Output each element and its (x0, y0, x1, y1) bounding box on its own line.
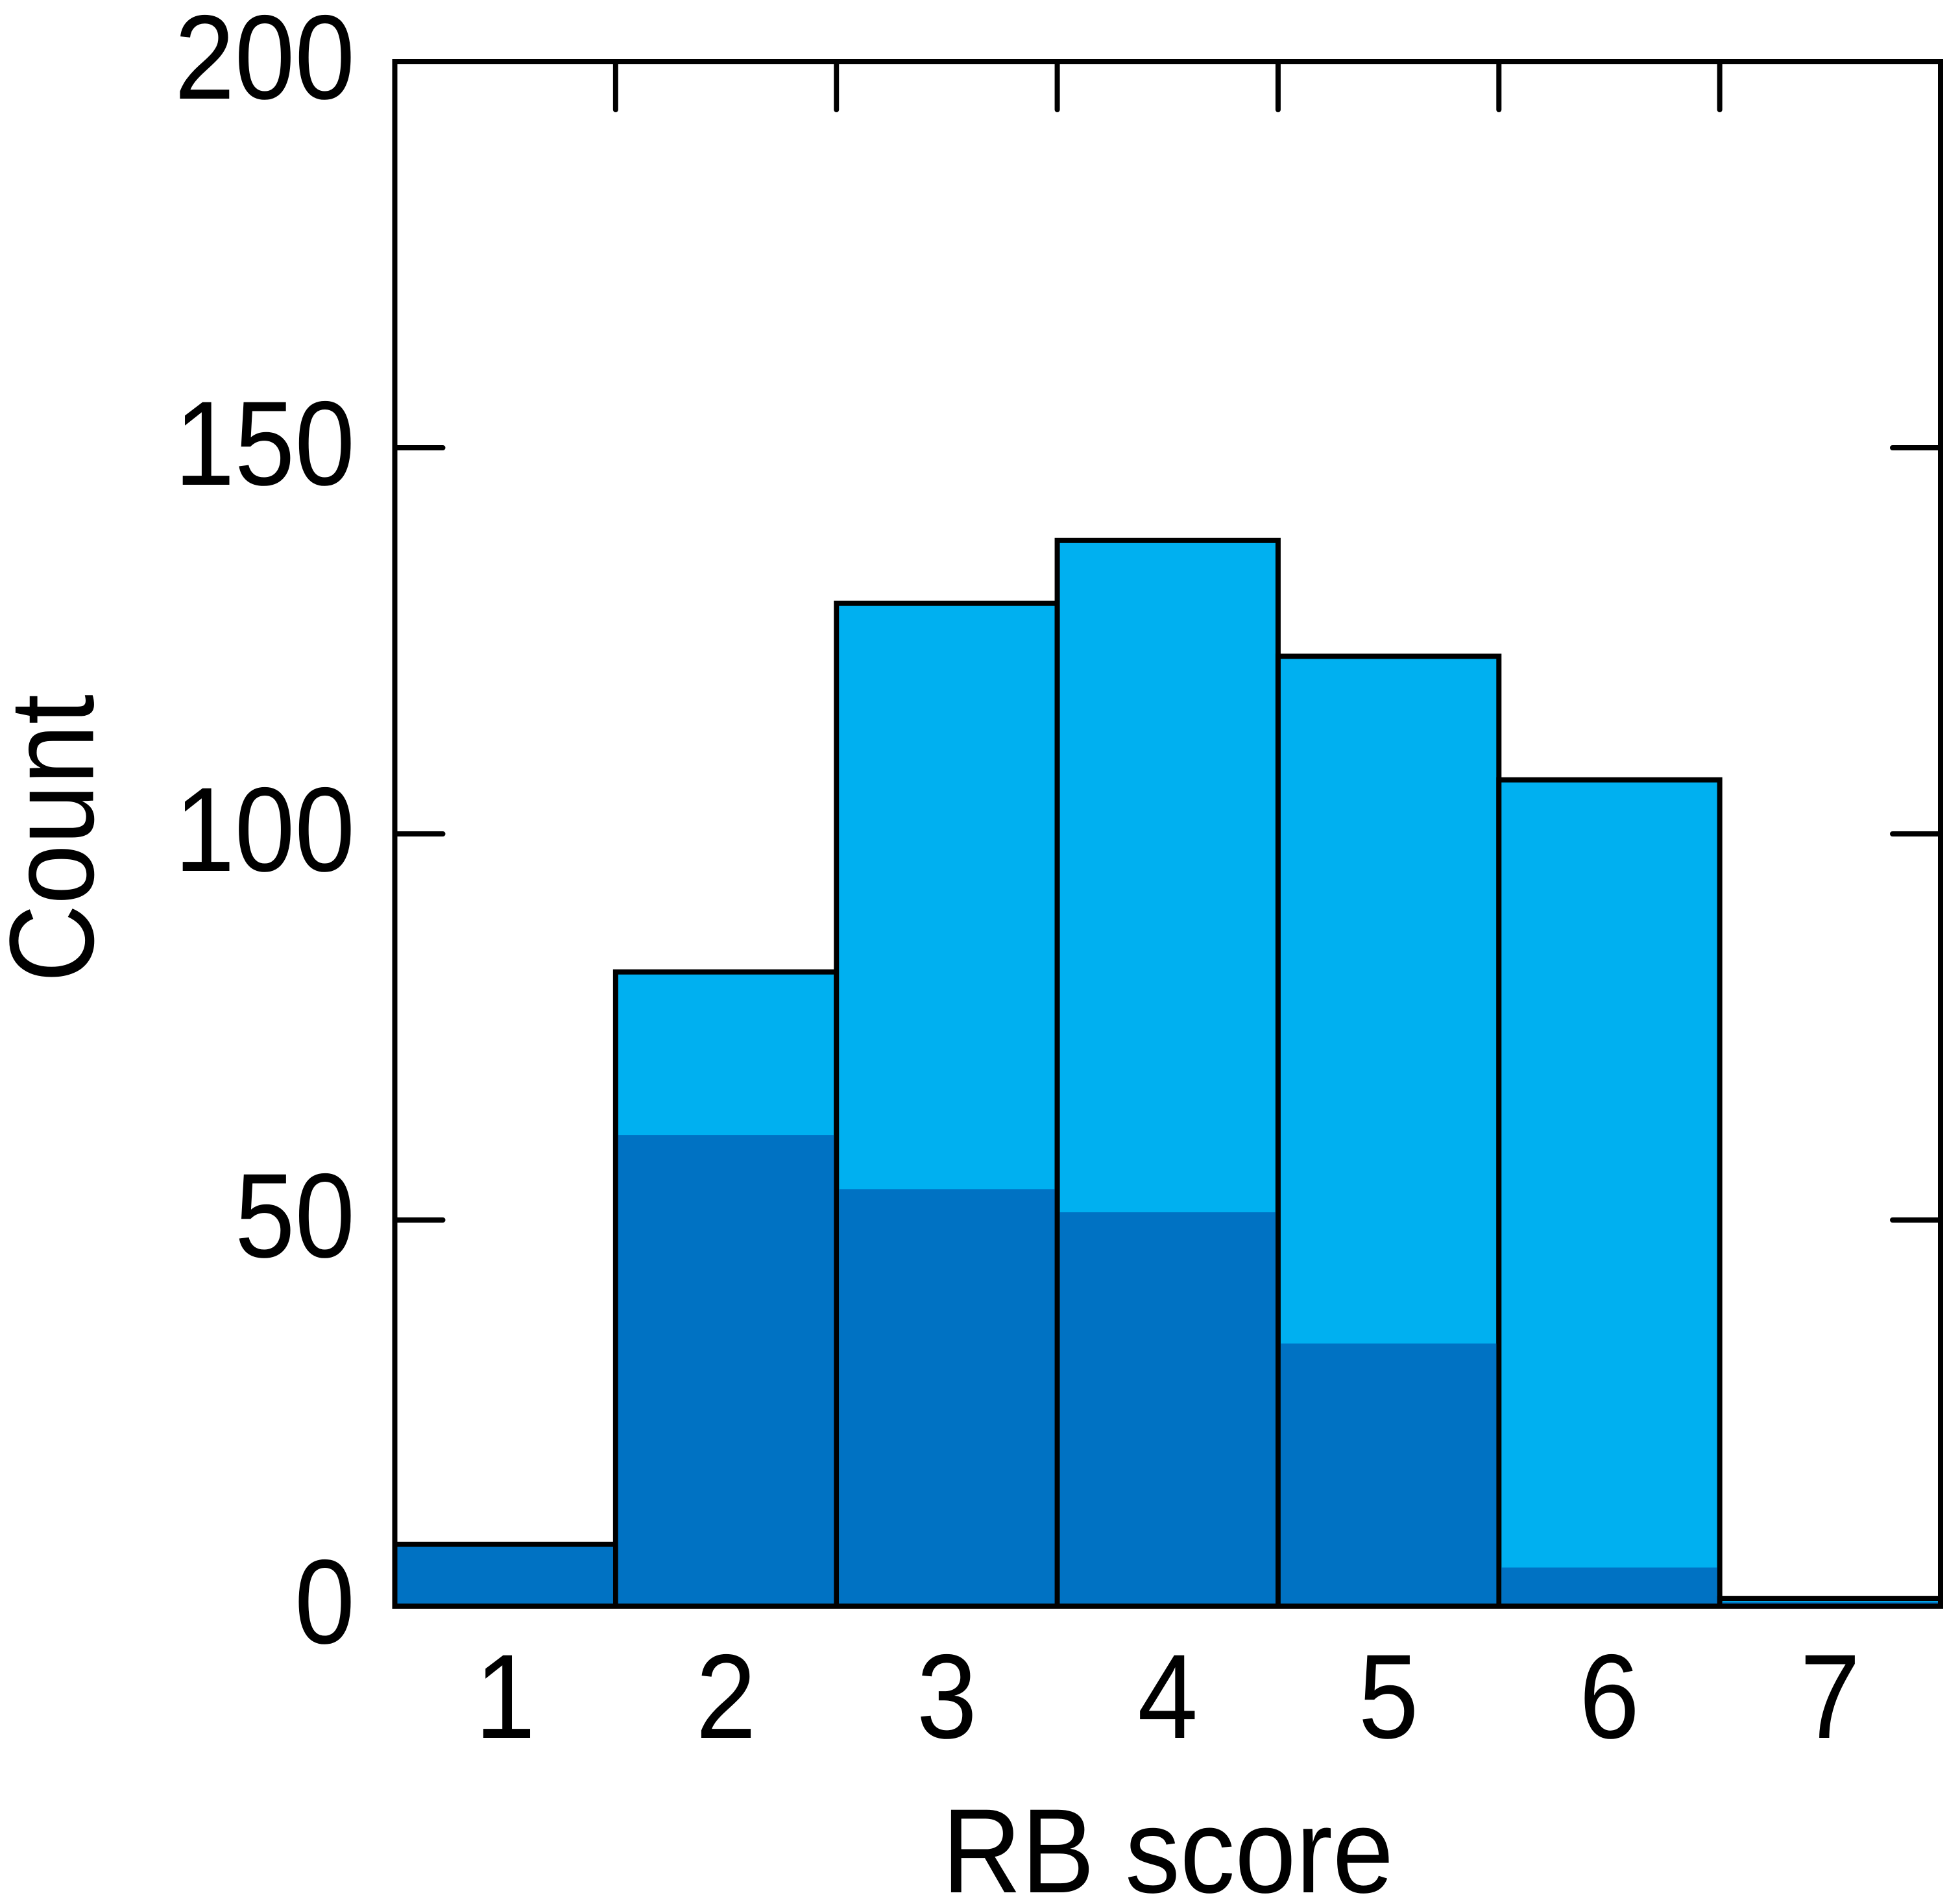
svg-text:0: 0 (295, 1535, 355, 1669)
svg-text:4: 4 (1137, 1630, 1198, 1764)
svg-text:6: 6 (1579, 1630, 1639, 1764)
svg-text:RB score: RB score (942, 1785, 1394, 1904)
svg-text:50: 50 (235, 1149, 355, 1283)
svg-text:150: 150 (175, 377, 355, 511)
svg-text:100: 100 (175, 763, 355, 897)
svg-text:7: 7 (1800, 1630, 1860, 1764)
svg-text:2: 2 (696, 1630, 756, 1764)
svg-text:3: 3 (917, 1630, 977, 1764)
svg-text:200: 200 (175, 0, 355, 125)
svg-text:5: 5 (1359, 1630, 1419, 1764)
svg-text:Count: Count (0, 694, 119, 983)
svg-text:1: 1 (475, 1630, 535, 1764)
